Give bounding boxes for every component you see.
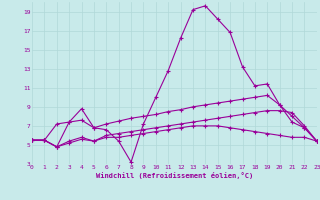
X-axis label: Windchill (Refroidissement éolien,°C): Windchill (Refroidissement éolien,°C): [96, 172, 253, 179]
